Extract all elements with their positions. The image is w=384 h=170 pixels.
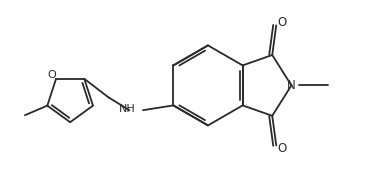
Text: NH: NH — [119, 104, 136, 114]
Text: O: O — [277, 16, 286, 29]
Text: N: N — [287, 79, 296, 92]
Text: O: O — [47, 70, 56, 80]
Text: O: O — [277, 142, 286, 155]
